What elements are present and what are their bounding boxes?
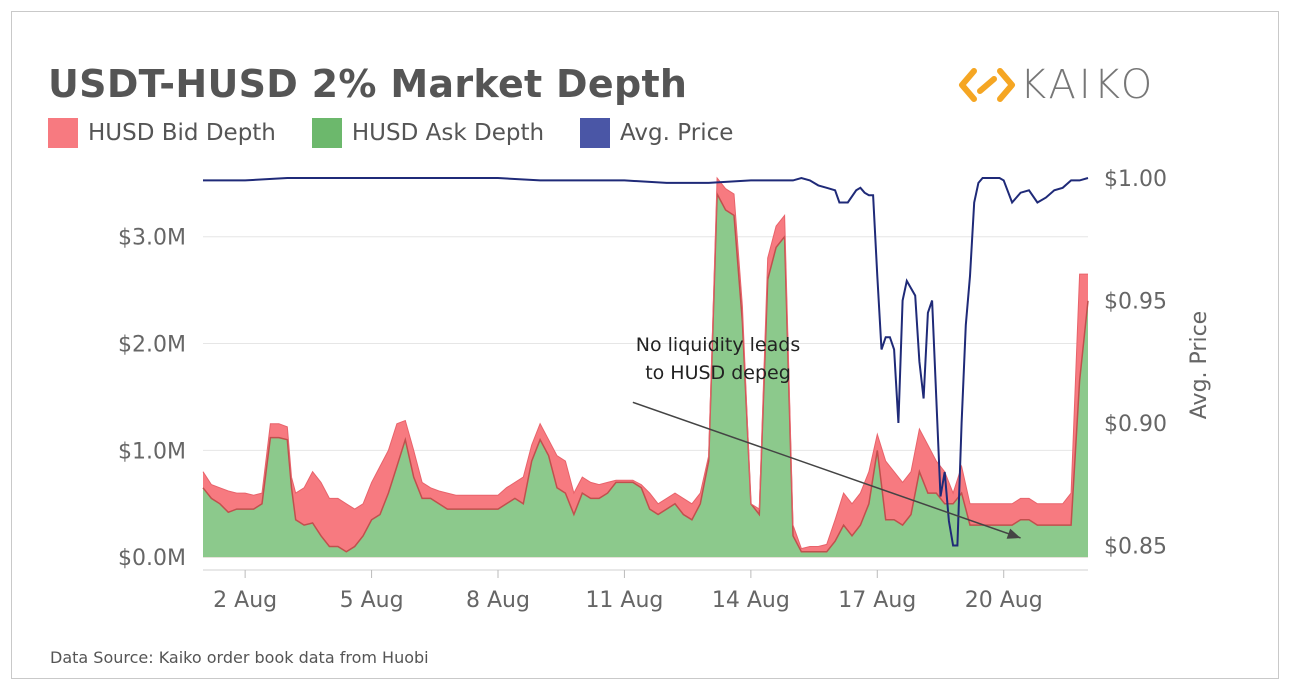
legend-label-bid: HUSD Bid Depth: [88, 120, 276, 146]
legend-swatch-bid: [48, 118, 78, 148]
y-right-axis-title: Avg. Price: [1187, 311, 1212, 419]
x-tick-label: 20 Aug: [965, 588, 1043, 613]
x-tick-label: 8 Aug: [466, 588, 530, 613]
y-right-tick-label: $0.90: [1104, 412, 1167, 437]
annotation-arrow-head: [1006, 528, 1021, 539]
y-right-tick-label: $0.95: [1104, 290, 1167, 315]
y-right-tick-label: $0.85: [1104, 535, 1167, 560]
legend-item-ask[interactable]: HUSD Ask Depth: [311, 118, 545, 148]
legend-swatch-ask: [311, 118, 342, 148]
y-right-tick-label: $1.00: [1104, 167, 1167, 192]
legend-item-bid[interactable]: HUSD Bid Depth: [48, 118, 276, 148]
y-left-tick-label: $0.0M: [118, 546, 186, 571]
kaiko-logo-icon: [959, 68, 1015, 102]
x-tick-label: 5 Aug: [340, 588, 404, 613]
x-tick-label: 17 Aug: [838, 588, 916, 613]
legend-label-ask: HUSD Ask Depth: [351, 120, 545, 146]
y-left-tick-label: $2.0M: [118, 333, 186, 358]
x-tick-label: 14 Aug: [712, 588, 790, 613]
kaiko-logo-text: KAIKO: [1020, 62, 1156, 108]
data-source-note: Data Source: Kaiko order book data from …: [50, 648, 429, 667]
legend-item-price[interactable]: Avg. Price: [580, 118, 733, 148]
ask-depth-area: [203, 194, 1088, 558]
annotation-line-2: to HUSD depeg: [645, 362, 791, 384]
avg-price-line: [203, 176, 1089, 547]
annotation-arrow-line: [632, 401, 1021, 539]
y-left-tick-label: $1.0M: [118, 439, 186, 464]
chart-frame: [11, 11, 1279, 679]
x-tick-label: 2 Aug: [213, 588, 277, 613]
legend-swatch-price: [580, 118, 611, 148]
legend: HUSD Bid Depth HUSD Ask Depth Avg. Price: [48, 118, 769, 148]
chart-title: USDT-HUSD 2% Market Depth: [48, 62, 688, 106]
ask-depth-line: [202, 191, 1089, 553]
y-left-tick-label: $3.0M: [118, 226, 186, 251]
x-tick-label: 11 Aug: [585, 588, 663, 613]
annotation-line-1: No liquidity leads: [636, 334, 800, 356]
legend-label-price: Avg. Price: [620, 120, 734, 146]
kaiko-logo: KAIKO: [958, 62, 1155, 108]
